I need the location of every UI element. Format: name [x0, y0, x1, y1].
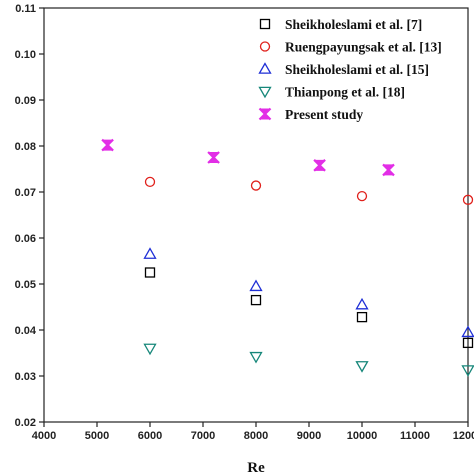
y-tick-label: 0.06	[15, 233, 36, 245]
data-point-series-4	[313, 159, 326, 172]
x-tick-label: 9000	[297, 430, 321, 442]
data-point-series-2	[461, 325, 474, 338]
legend-label-0: Sheikholeslami et al. [7]	[285, 17, 422, 32]
data-points	[101, 138, 474, 377]
y-tick-label: 0.05	[15, 279, 36, 291]
data-point-series-2	[249, 279, 263, 292]
x-axis-ticks: 4000 5000 6000 7000 8000 9000 10000 11000 12000	[32, 422, 474, 442]
data-point-series-1	[144, 176, 156, 188]
y-tick-label: 0.09	[15, 95, 36, 107]
legend-marker-2	[258, 62, 272, 74]
x-tick-label: 5000	[85, 430, 109, 442]
y-tick-label: 0.10	[15, 49, 36, 61]
data-point-series-0	[462, 337, 474, 349]
legend-label-3: Thianpong et al. [18]	[285, 85, 405, 100]
data-point-series-3	[461, 365, 474, 377]
x-tick-label: 12000	[453, 430, 474, 442]
x-tick-label: 11000	[400, 430, 430, 442]
x-tick-label: 7000	[191, 430, 215, 442]
data-point-series-0	[144, 267, 156, 278]
legend-label-1: Ruengpayungsak et al. [13]	[285, 40, 442, 55]
y-tick-label: 0.08	[15, 141, 36, 153]
legend-marker-4	[258, 107, 272, 121]
data-point-series-4	[382, 163, 395, 177]
legend-label-4: Present study	[285, 107, 363, 122]
y-tick-label: 0.02	[15, 417, 36, 429]
data-point-series-3	[355, 361, 369, 373]
y-axis-ticks: 0.02 0.03 0.04 0.05 0.06 0.07 0.08 0.09 0.10 0.11	[15, 3, 44, 429]
legend: Sheikholeslami et al. [7] Ruengpayungsak …	[258, 17, 442, 122]
data-point-series-3	[249, 351, 263, 364]
x-tick-label: 8000	[244, 430, 268, 442]
y-tick-label: 0.03	[15, 371, 36, 383]
x-tick-label: 6000	[138, 430, 162, 442]
data-point-series-3	[143, 343, 157, 356]
legend-label-2: Sheikholeslami et al. [15]	[285, 62, 429, 77]
legend-marker-3	[258, 86, 272, 99]
y-tick-label: 0.04	[15, 325, 37, 337]
data-point-series-2	[143, 247, 157, 259]
legend-marker-1	[259, 41, 271, 52]
data-point-series-4	[207, 151, 220, 164]
y-tick-label: 0.07	[15, 187, 36, 199]
x-tick-label: 4000	[32, 430, 56, 442]
data-point-series-1	[462, 194, 474, 205]
x-axis-title: Re	[247, 460, 265, 474]
data-point-series-4	[101, 138, 114, 152]
data-point-series-0	[356, 311, 368, 323]
data-point-series-0	[250, 294, 262, 306]
data-point-series-2	[355, 297, 369, 310]
x-tick-label: 10000	[347, 430, 378, 442]
data-point-series-1	[356, 190, 368, 202]
data-point-series-1	[250, 180, 262, 191]
y-tick-label: 0.11	[15, 3, 36, 15]
legend-marker-0	[259, 18, 271, 30]
